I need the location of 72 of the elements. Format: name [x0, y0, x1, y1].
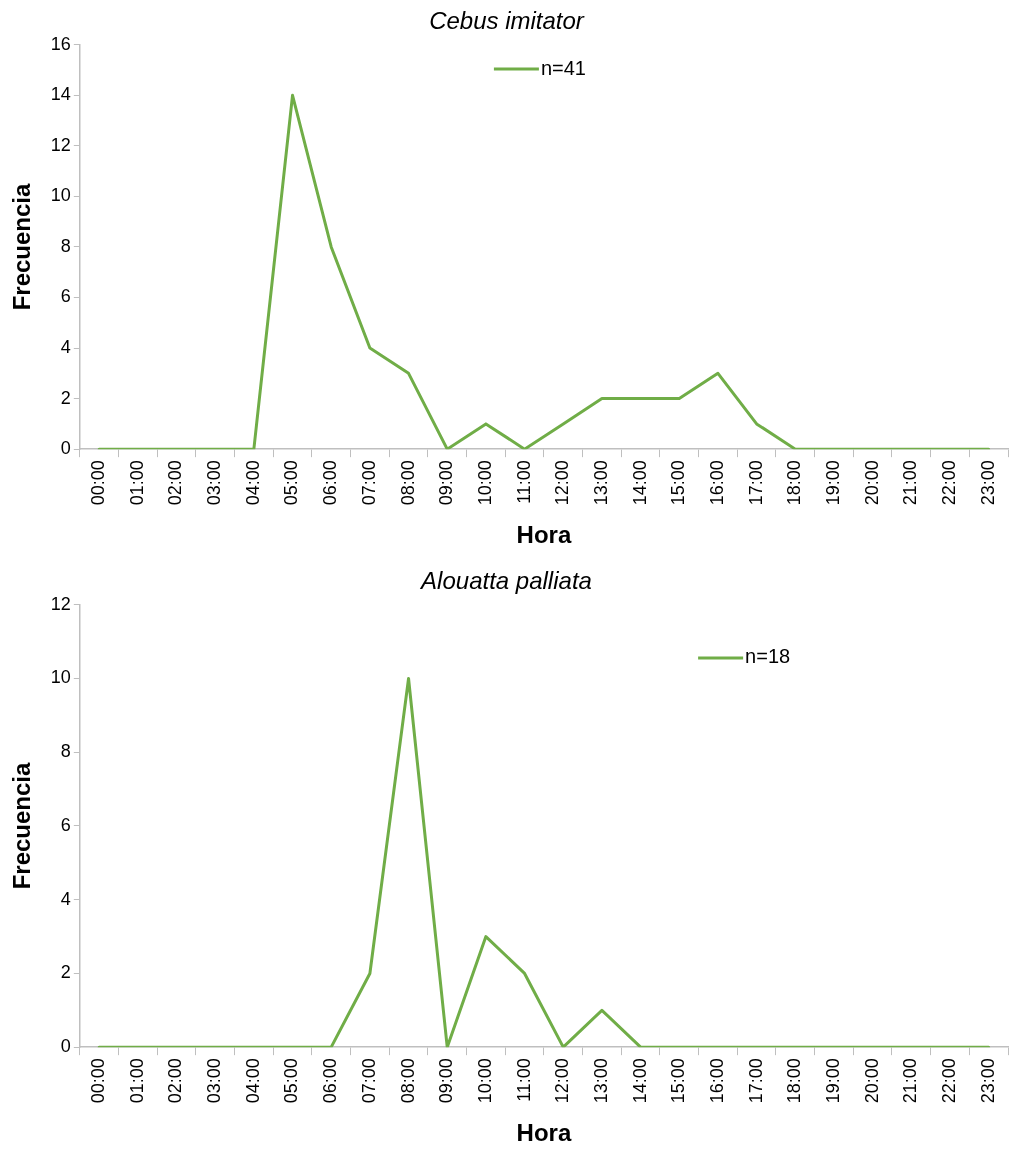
x-tick-label: 12:00 [552, 1058, 573, 1104]
x-tick-label: 22:00 [938, 1058, 959, 1104]
x-tick-label: 19:00 [822, 1058, 843, 1104]
x-tick-label: 07:00 [358, 460, 379, 506]
x-tick-label: 06:00 [320, 460, 341, 506]
x-tick-label: 15:00 [668, 1058, 689, 1104]
y-axis-title: Frecuencia [8, 761, 36, 890]
x-tick-label: 00:00 [88, 1058, 109, 1104]
x-tick-label: 16:00 [706, 460, 727, 506]
x-tick-label: 18:00 [784, 460, 805, 506]
x-tick-label: 03:00 [204, 1058, 225, 1104]
x-tick-label: 23:00 [977, 460, 998, 506]
y-tick-label: 10 [50, 667, 71, 688]
x-tick-label: 17:00 [745, 460, 766, 506]
x-tick-label: 15:00 [668, 460, 689, 506]
x-tick-label: 06:00 [320, 1058, 341, 1104]
x-tick-label: 21:00 [900, 460, 921, 506]
y-tick-label: 14 [50, 84, 71, 105]
y-tick-label: 4 [60, 337, 71, 358]
y-axis-title: Frecuencia [8, 182, 36, 311]
x-tick-label: 13:00 [590, 1058, 611, 1104]
x-tick-label: 08:00 [397, 1058, 418, 1104]
x-tick-label: 02:00 [165, 1058, 186, 1104]
x-tick-label: 20:00 [861, 1058, 882, 1104]
x-tick-label: 14:00 [629, 460, 650, 506]
x-tick-label: 16:00 [706, 1058, 727, 1104]
x-tick-label: 05:00 [281, 1058, 302, 1104]
x-tick-label: 23:00 [977, 1058, 998, 1104]
y-tick-label: 12 [50, 134, 71, 155]
y-tick-label: 16 [50, 33, 71, 54]
chart-title: Cebus imitator [429, 7, 585, 35]
y-tick-label: 4 [60, 888, 71, 909]
x-tick-label: 13:00 [590, 460, 611, 506]
x-tick-label: 05:00 [281, 460, 302, 506]
x-tick-label: 12:00 [552, 460, 573, 506]
x-tick-label: 01:00 [126, 1058, 147, 1104]
x-tick-label: 10:00 [474, 460, 495, 506]
y-tick-label: 10 [50, 185, 71, 206]
y-tick-label: 0 [60, 438, 71, 459]
legend-label: n=18 [745, 645, 791, 668]
x-tick-label: 10:00 [474, 1058, 495, 1104]
legend-label: n=41 [540, 56, 586, 79]
x-tick-label: 08:00 [397, 460, 418, 506]
y-tick-label: 2 [60, 387, 71, 408]
x-tick-label: 01:00 [126, 460, 147, 506]
y-tick-label: 8 [60, 235, 71, 256]
x-tick-label: 11:00 [513, 460, 534, 504]
chart-title: Alouatta palliata [419, 567, 592, 595]
x-tick-label: 03:00 [204, 460, 225, 506]
x-axis-title: Hora [516, 521, 572, 549]
x-tick-label: 20:00 [861, 460, 882, 506]
x-tick-label: 21:00 [900, 1058, 921, 1104]
x-tick-label: 18:00 [784, 1058, 805, 1104]
x-tick-label: 02:00 [165, 460, 186, 506]
y-tick-label: 6 [60, 814, 71, 835]
x-tick-label: 00:00 [88, 460, 109, 506]
x-tick-label: 04:00 [242, 460, 263, 506]
x-tick-label: 17:00 [745, 1058, 766, 1104]
x-tick-label: 07:00 [358, 1058, 379, 1104]
y-tick-label: 12 [50, 593, 71, 614]
y-tick-label: 8 [60, 741, 71, 762]
x-axis-title: Hora [516, 1119, 572, 1147]
x-tick-label: 22:00 [938, 460, 959, 506]
x-tick-label: 11:00 [513, 1058, 534, 1102]
x-tick-label: 14:00 [629, 1058, 650, 1104]
y-tick-label: 2 [60, 962, 71, 983]
x-tick-label: 04:00 [242, 1058, 263, 1104]
y-tick-label: 0 [60, 1036, 71, 1057]
y-tick-label: 6 [60, 286, 71, 307]
x-tick-label: 09:00 [436, 1058, 457, 1104]
x-tick-label: 19:00 [822, 460, 843, 506]
x-tick-label: 09:00 [436, 460, 457, 506]
